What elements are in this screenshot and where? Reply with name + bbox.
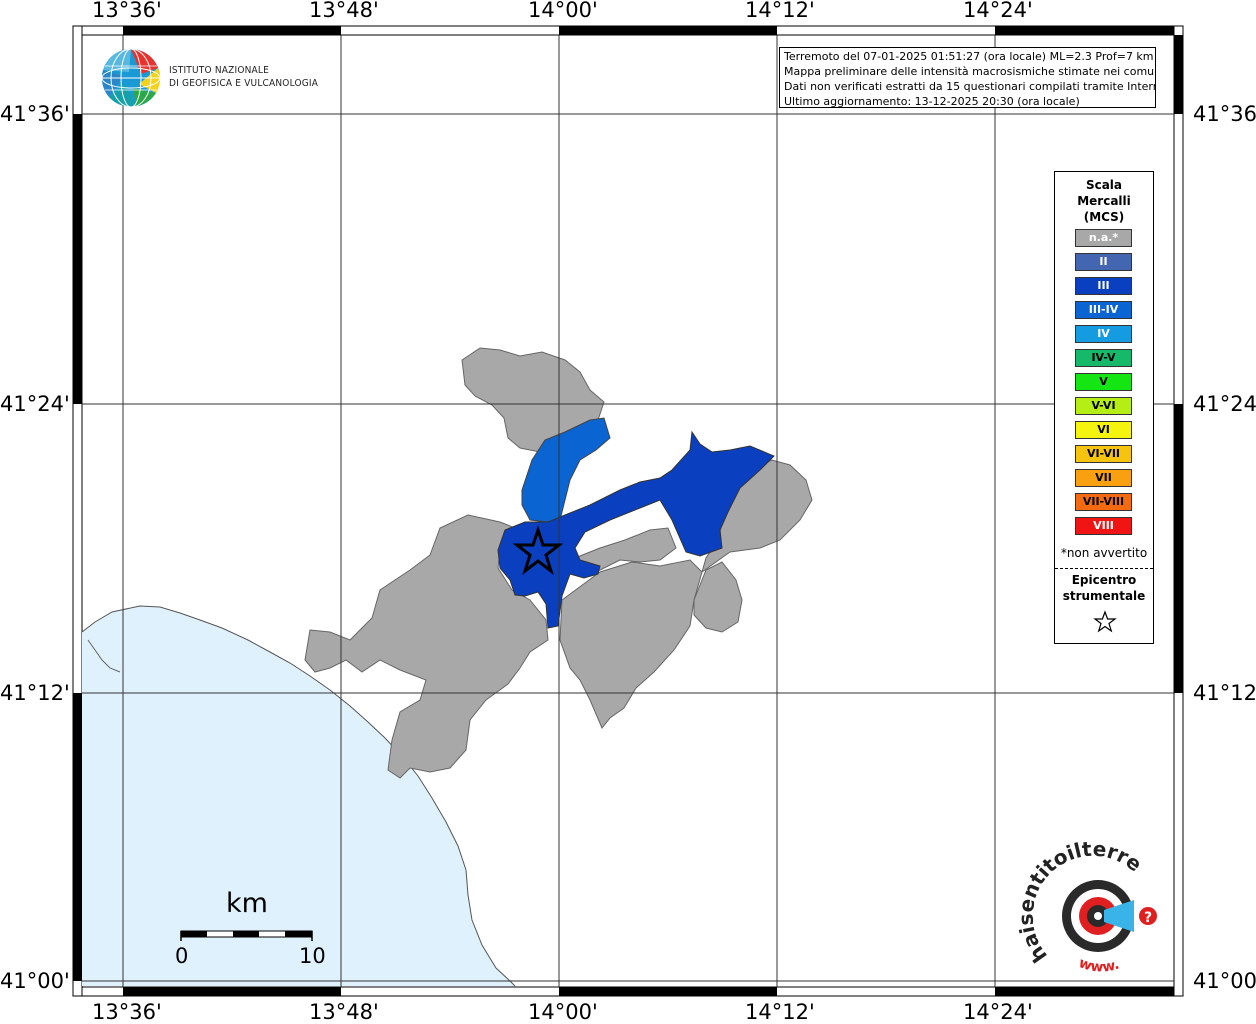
legend-item: III-IV	[1075, 301, 1132, 319]
right-lat-label: 41°36'	[1193, 102, 1256, 126]
top-lon-label: 13°36'	[92, 0, 162, 22]
right-lat-label: 41°24'	[1193, 392, 1256, 416]
sea-area	[82, 606, 515, 986]
bottom-lon-label: 14°00'	[528, 1000, 598, 1024]
legend-item: n.a.*	[1075, 229, 1132, 247]
legend-epicenter-label: Epicentro strumentale	[1055, 572, 1153, 604]
municipality-intensity-III-IV	[521, 417, 611, 523]
legend-title-line2: Mercalli	[1077, 194, 1131, 208]
event-info-line4: Ultimo aggiornamento: 13-12-2025 20:30 (…	[784, 95, 1080, 108]
left-lat-label: 41°12'	[0, 681, 70, 705]
top-lon-label: 13°48'	[309, 0, 379, 22]
bottom-lon-label: 13°48'	[309, 1000, 379, 1024]
legend-item: V	[1075, 373, 1132, 391]
legend-separator	[1055, 568, 1153, 569]
legend-item: III	[1075, 277, 1132, 295]
ingv-globe-icon	[101, 48, 161, 108]
bottom-lon-label: 13°36'	[92, 1000, 162, 1024]
legend-note: *non avvertito	[1060, 546, 1148, 560]
top-lon-label: 14°00'	[528, 0, 598, 22]
legend-title: Scala Mercalli (MCS)	[1055, 177, 1153, 225]
top-lon-label: 14°12'	[745, 0, 815, 22]
coastline	[81, 605, 516, 987]
legend-star-icon	[1093, 610, 1117, 633]
legend-epicenter-line2: strumentale	[1062, 589, 1146, 603]
frame-border-left	[72, 25, 83, 997]
ingv-line1: ISTITUTO NAZIONALE	[169, 65, 269, 76]
scale-unit-label: km	[226, 888, 268, 919]
right-lat-label: 41°12'	[1193, 681, 1256, 705]
svg-text:www.: www.	[1077, 955, 1122, 976]
right-lat-label: 41°00'	[1193, 969, 1256, 993]
top-lon-label: 14°24'	[963, 0, 1033, 22]
graticule	[82, 35, 1174, 987]
legend-title-line1: Scala	[1085, 178, 1123, 192]
bottom-lon-label: 14°24'	[963, 1000, 1033, 1024]
legend-item: II	[1075, 253, 1132, 271]
ingv-line2: DI GEOFISICA E VULCANOLOGIA	[169, 78, 319, 89]
scale-bar	[180, 930, 313, 941]
scale-start-label: 0	[175, 944, 189, 968]
event-info-box: Terremoto del 07-01-2025 01:51:27 (ora l…	[779, 47, 1156, 108]
legend-item: VI	[1075, 421, 1132, 439]
legend-title-line3: (MCS)	[1083, 210, 1125, 224]
epicenter-star	[512, 525, 564, 576]
legend-item: VII	[1075, 469, 1132, 487]
municipality-na	[304, 514, 549, 779]
legend-item: VII-VIII	[1075, 493, 1132, 511]
legend-item: IV-V	[1075, 349, 1132, 367]
legend-item: VIII	[1075, 517, 1132, 535]
svg-text:?: ?	[1144, 910, 1152, 926]
frame-border-top	[72, 25, 1184, 36]
frame-border-bottom	[72, 986, 1184, 997]
legend-item: VI-VII	[1075, 445, 1132, 463]
legend-item: V-VI	[1075, 397, 1132, 415]
ingv-logo-text: ISTITUTO NAZIONALE DI GEOFISICA E VULCAN…	[169, 64, 318, 90]
bottom-lon-label: 14°12'	[745, 1000, 815, 1024]
municipality-na	[693, 561, 743, 633]
legend-epicenter-line1: Epicentro	[1071, 573, 1137, 587]
scale-end-label: 10	[299, 944, 326, 968]
legend-item: IV	[1075, 325, 1132, 343]
haisentito-www: www.	[1077, 955, 1122, 976]
coast-detail	[87, 639, 121, 673]
left-lat-label: 41°24'	[0, 392, 70, 416]
frame-border-right	[1173, 25, 1184, 997]
left-lat-label: 41°00'	[0, 969, 70, 993]
municipalities-na	[304, 347, 813, 779]
mcs-legend: Scala Mercalli (MCS) n.a.* II III III-IV IV I…	[1054, 171, 1154, 644]
map-inner	[81, 347, 813, 987]
municipality-na	[559, 559, 703, 729]
left-lat-label: 41°36'	[0, 102, 70, 126]
event-info-line2: Mappa preliminare delle intensità macros…	[784, 65, 1156, 78]
event-info-line1: Terremoto del 07-01-2025 01:51:27 (ora l…	[784, 50, 1154, 63]
event-info-line3: Dati non verificati estratti da 15 quest…	[784, 80, 1156, 93]
municipality-intensity-III	[497, 430, 775, 629]
